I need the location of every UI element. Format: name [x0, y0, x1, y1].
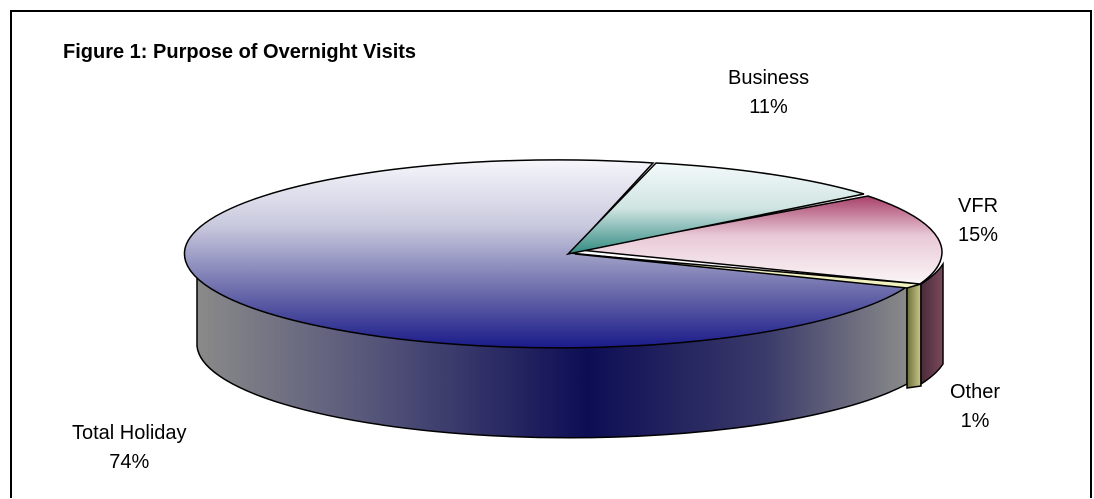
label-other: Other 1% [950, 378, 1000, 436]
label-business-name: Business [728, 67, 810, 89]
label-vfr: VFR 15% [958, 192, 998, 250]
slice-business [565, 162, 865, 256]
label-total-holiday-name: Total Holiday [72, 422, 187, 444]
slice-vfr [579, 195, 943, 285]
label-vfr-value: 15% [958, 224, 999, 246]
label-total-holiday-value: 74% [109, 451, 150, 473]
label-business: Business 11% [728, 64, 809, 122]
slice-total-holiday [183, 159, 911, 349]
slice-side-other [906, 283, 922, 389]
label-vfr-name: VFR [958, 195, 999, 217]
slice-other [574, 253, 922, 289]
chart-title: Figure 1: Purpose of Overnight Visits [63, 41, 417, 63]
label-other-name: Other [950, 381, 1001, 403]
label-business-value: 11% [749, 96, 788, 118]
label-total-holiday: Total Holiday 74% [72, 419, 187, 477]
slice-side-vfr [920, 261, 944, 386]
label-other-value: 1% [960, 410, 990, 432]
